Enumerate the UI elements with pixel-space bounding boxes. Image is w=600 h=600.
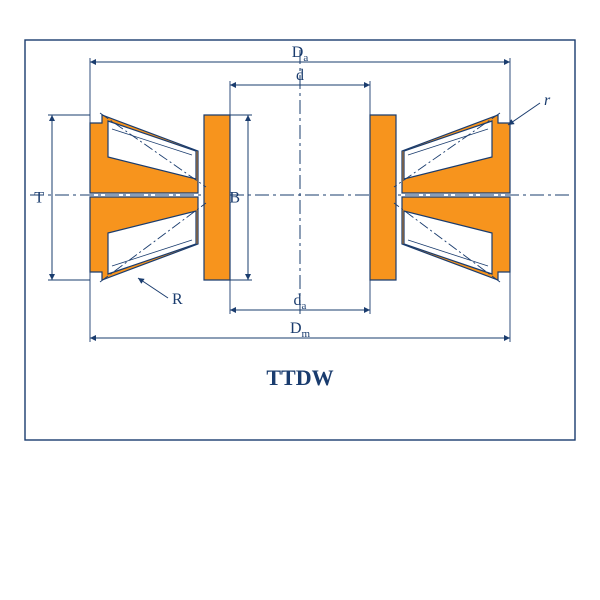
svg-root: DaddaDmTBRrTTDW — [0, 0, 600, 600]
dim-label: Dm — [290, 320, 311, 340]
diagram-canvas: DaddaDmTBRrTTDW — [0, 0, 600, 600]
bearing-assembly — [90, 113, 230, 282]
dim-label: T — [34, 190, 44, 207]
label-r: r — [544, 92, 551, 109]
bearing-assembly-right — [370, 113, 510, 282]
dim-label: d — [296, 67, 304, 84]
title: TTDW — [266, 365, 333, 390]
svg-text:B: B — [229, 190, 240, 207]
label-R: R — [172, 291, 183, 308]
